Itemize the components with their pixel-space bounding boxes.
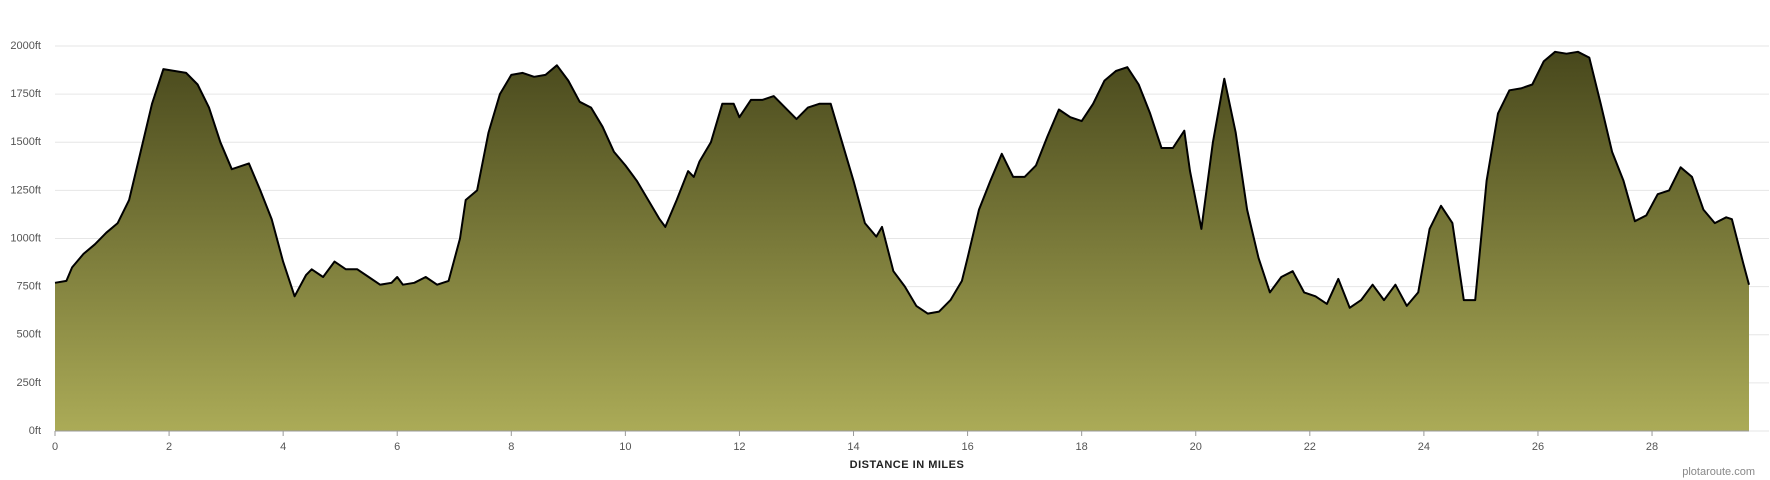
x-tick-label: 14 — [847, 441, 859, 453]
x-tick-label: 2 — [166, 441, 172, 453]
x-tick-label: 22 — [1304, 441, 1316, 453]
x-tick-label: 28 — [1646, 441, 1658, 453]
x-tick-label: 26 — [1532, 441, 1544, 453]
y-tick-label: 1000ft — [10, 232, 41, 244]
x-tick-label: 12 — [733, 441, 745, 453]
y-tick-label: 250ft — [17, 377, 41, 389]
y-tick-label: 0ft — [29, 425, 41, 437]
x-tick-label: 18 — [1076, 441, 1088, 453]
y-tick-label: 750ft — [17, 281, 41, 293]
x-tick-label: 8 — [508, 441, 514, 453]
x-tick-label: 4 — [280, 441, 286, 453]
x-axis-label: DISTANCE IN MILES — [850, 459, 965, 471]
y-tick-label: 1750ft — [10, 88, 41, 100]
x-tick-label: 0 — [52, 441, 58, 453]
y-tick-label: 500ft — [17, 329, 41, 341]
x-tick-label: 6 — [394, 441, 400, 453]
x-tick-label: 16 — [961, 441, 973, 453]
x-tick-label: 24 — [1418, 441, 1430, 453]
y-tick-label: 1250ft — [10, 184, 41, 196]
credit: plotaroute.com — [1682, 466, 1755, 478]
x-tick-label: 20 — [1190, 441, 1202, 453]
y-tick-label: 1500ft — [10, 136, 41, 148]
x-tick-label: 10 — [619, 441, 631, 453]
elevation-area — [55, 51, 1749, 432]
elevation-line — [54, 50, 1750, 315]
y-tick-label: 2000ft — [10, 40, 41, 52]
